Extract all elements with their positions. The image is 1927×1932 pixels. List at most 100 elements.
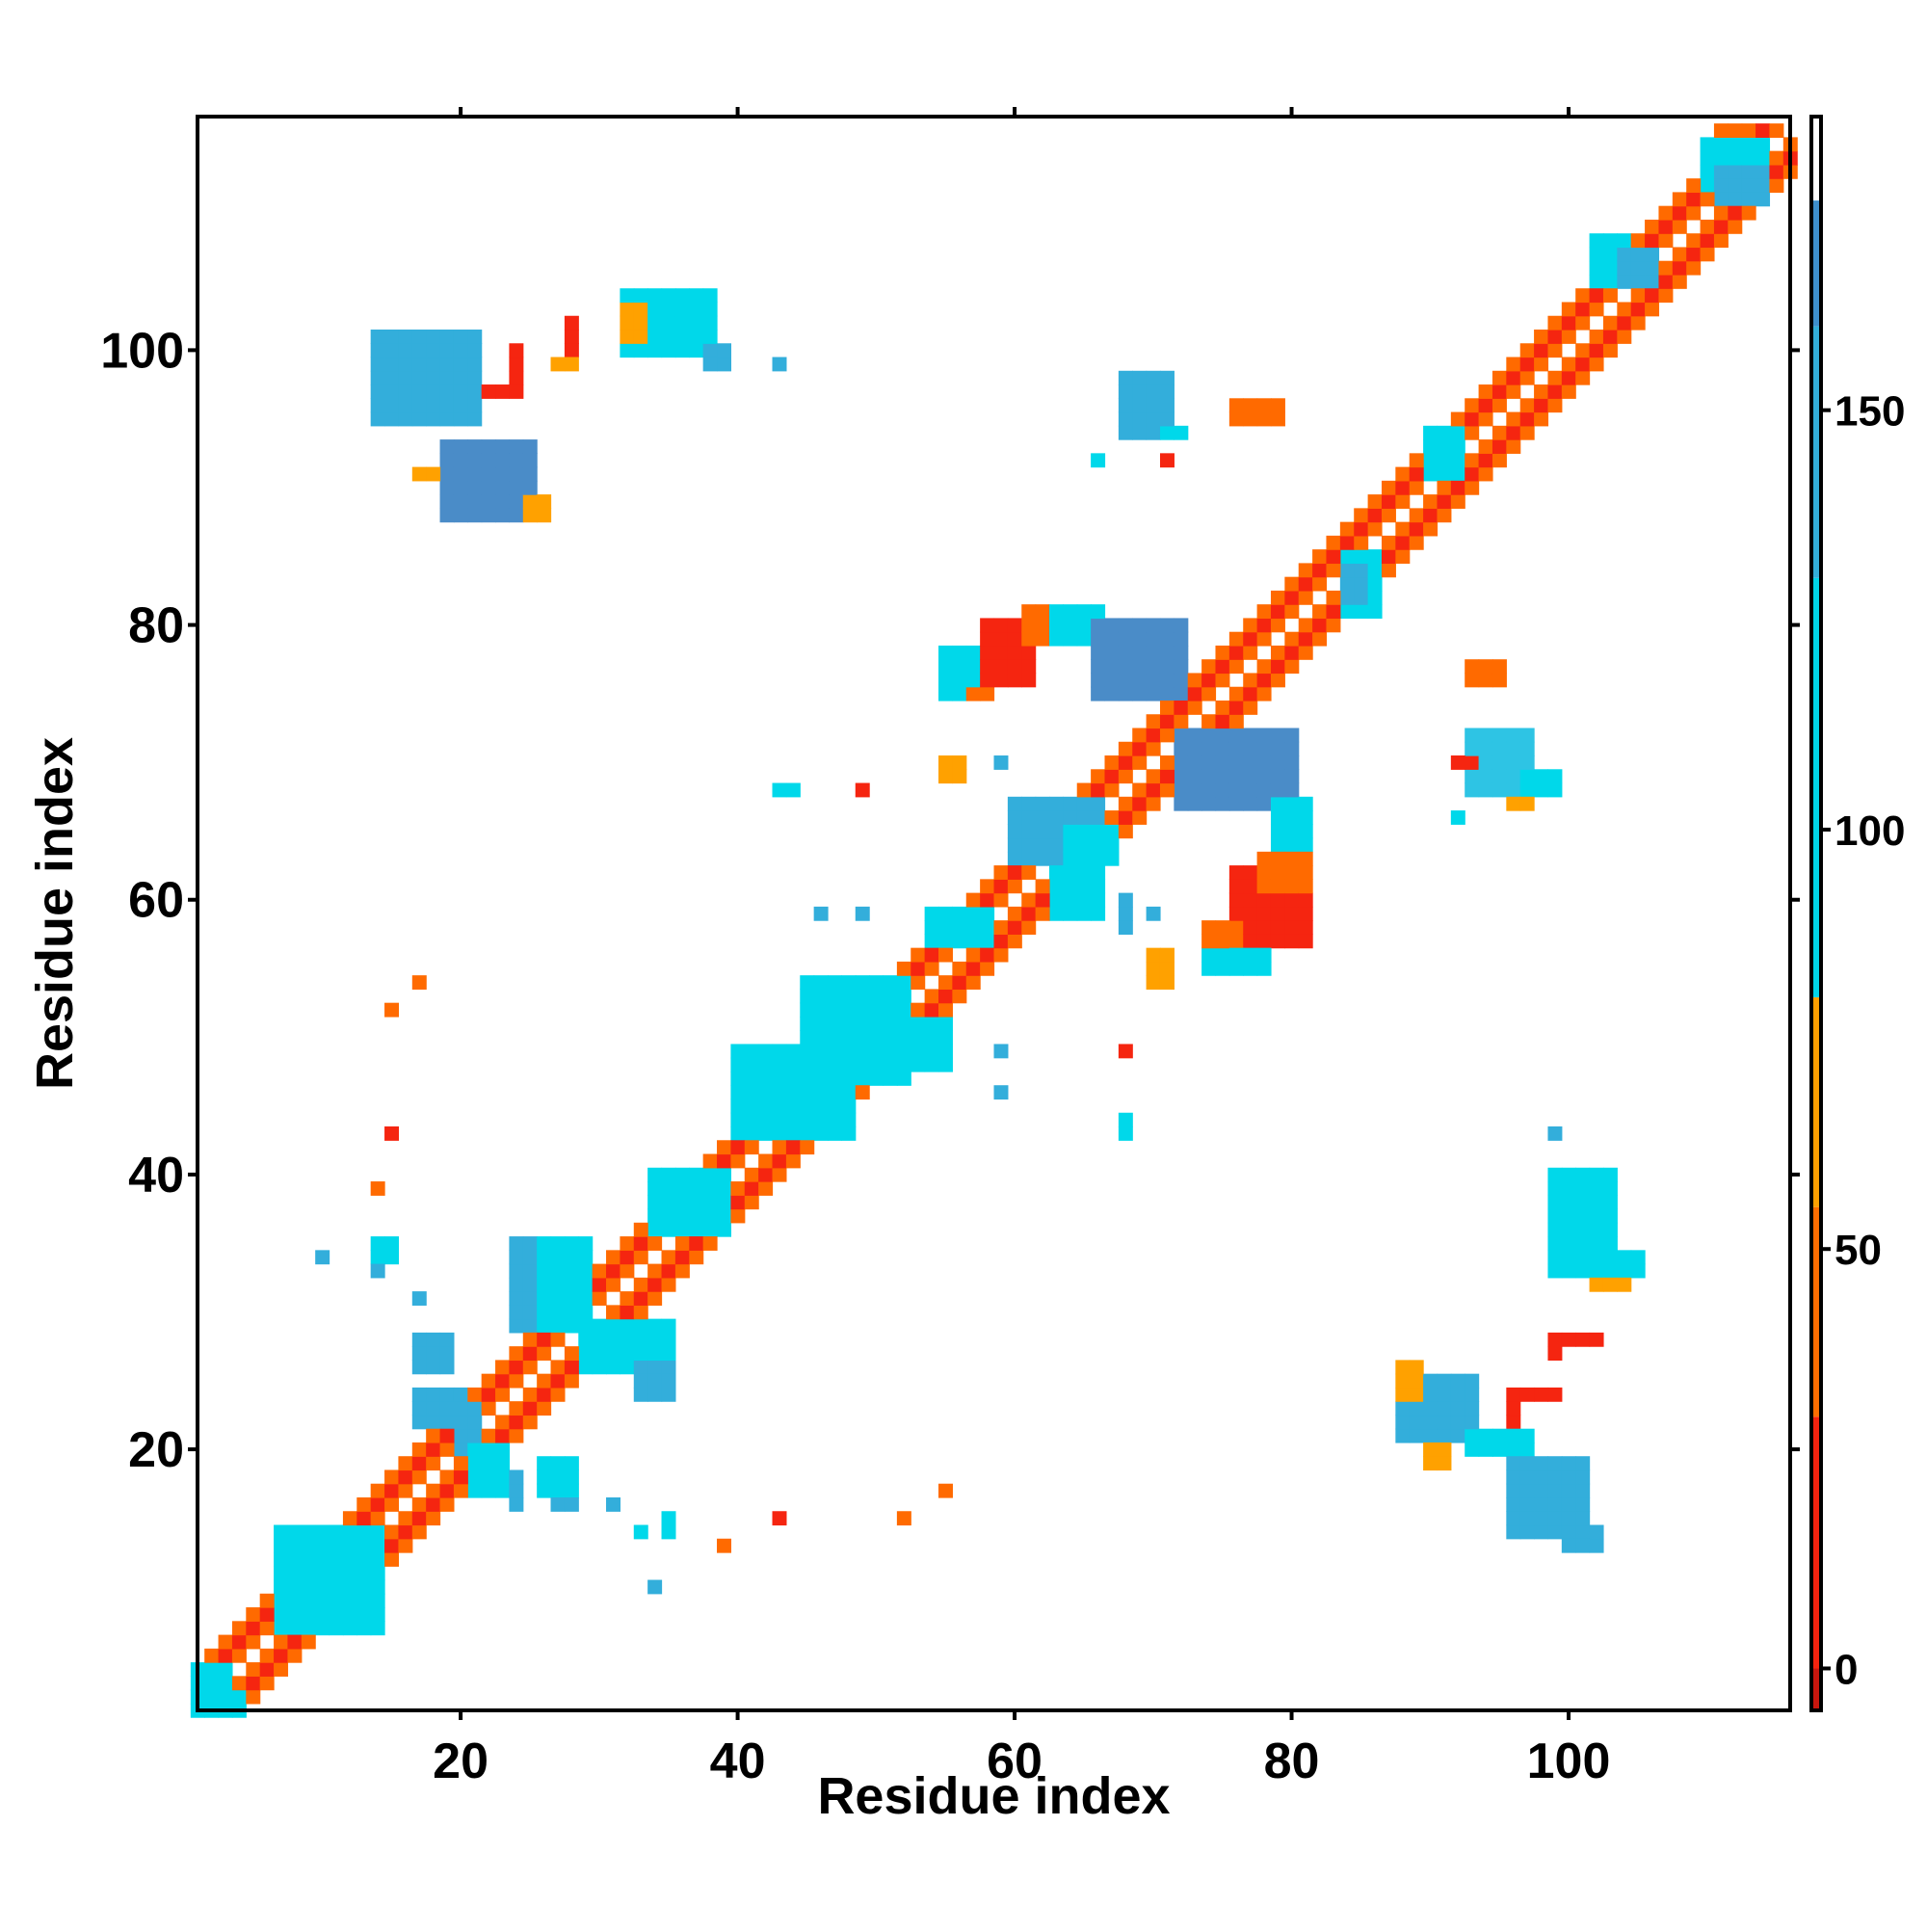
heatmap-cell — [537, 1305, 552, 1320]
heatmap-cell — [564, 330, 579, 344]
heatmap-cell — [1132, 645, 1148, 660]
heatmap-cell — [1395, 494, 1411, 509]
heatmap-cell — [702, 330, 718, 344]
heatmap-cell — [633, 330, 648, 344]
heatmap-cell — [1118, 892, 1133, 908]
heatmap-cell — [1506, 755, 1521, 770]
heatmap-cell — [1270, 810, 1285, 825]
heatmap-cell — [1395, 1415, 1411, 1430]
heatmap-cell — [356, 1579, 372, 1595]
heatmap-cell — [841, 1112, 857, 1127]
heatmap-cell — [661, 1332, 676, 1347]
heatmap-cell — [883, 1044, 898, 1059]
heatmap-cell — [1091, 782, 1106, 798]
heatmap-cell — [1547, 1126, 1563, 1141]
heatmap-cell — [1076, 810, 1092, 825]
heatmap-cell — [855, 1057, 870, 1072]
heatmap-cell — [1534, 411, 1549, 427]
heatmap-cell — [550, 357, 566, 372]
heatmap-cell — [800, 1071, 815, 1086]
heatmap-cell — [938, 1002, 953, 1018]
heatmap-cell — [1450, 439, 1465, 454]
heatmap-cell — [1755, 123, 1771, 138]
heatmap-cell — [606, 1360, 620, 1375]
heatmap-cell — [952, 975, 967, 991]
heatmap-cell — [522, 1305, 538, 1320]
heatmap-cell — [965, 673, 981, 688]
heatmap-cell — [647, 1222, 663, 1237]
heatmap-cell — [481, 1373, 496, 1389]
heatmap-cell — [993, 673, 1009, 688]
heatmap-cell — [1284, 755, 1300, 770]
heatmap-cell — [537, 508, 552, 523]
heatmap-cell — [633, 1250, 648, 1265]
heatmap-cell — [439, 508, 455, 523]
heatmap-cell — [1575, 288, 1591, 304]
heatmap-cell — [1547, 330, 1563, 344]
heatmap-cell — [1602, 233, 1618, 249]
heatmap-cell — [578, 1263, 594, 1279]
heatmap-cell — [231, 1676, 247, 1691]
heatmap-cell — [439, 370, 455, 385]
heatmap-cell — [411, 370, 427, 385]
heatmap-cell — [674, 1181, 690, 1196]
heatmap-cell — [1755, 192, 1771, 207]
heatmap-cell — [661, 343, 676, 358]
heatmap-cell — [1049, 824, 1064, 839]
heatmap-cell — [1215, 714, 1230, 729]
heatmap-cell — [1049, 906, 1064, 921]
heatmap-cell — [744, 1167, 759, 1182]
heatmap-cell — [1547, 1469, 1563, 1485]
heatmap-cell — [426, 384, 441, 399]
heatmap-cell — [1339, 590, 1355, 605]
heatmap-cell — [1270, 837, 1285, 853]
heatmap-cell — [855, 1002, 870, 1018]
heatmap-cell — [384, 384, 400, 399]
heatmap-cell — [1728, 192, 1743, 207]
heatmap-cell — [1575, 1208, 1591, 1224]
heatmap-cell — [1409, 453, 1424, 468]
y-tick-label: 40 — [128, 1148, 184, 1204]
heatmap-cell — [730, 1153, 746, 1169]
heatmap-cell — [1561, 1263, 1576, 1279]
heatmap-cell — [1243, 741, 1258, 756]
heatmap-cell — [1465, 782, 1480, 798]
heatmap-cell — [1409, 1401, 1424, 1416]
heatmap-cell — [384, 1469, 400, 1485]
heatmap-cell — [1007, 618, 1022, 633]
heatmap-cell — [1201, 782, 1217, 798]
heatmap-cell — [1506, 1496, 1521, 1512]
heatmap-cell — [1270, 824, 1285, 839]
heatmap-cell — [1298, 906, 1313, 921]
heatmap-cell — [1769, 150, 1784, 166]
heatmap-cell — [1534, 1524, 1549, 1540]
heatmap-cell — [1146, 947, 1161, 963]
heatmap-cell — [231, 1689, 247, 1705]
heatmap-cell — [1021, 673, 1037, 688]
heatmap-cell — [993, 865, 1009, 880]
heatmap-cell — [1339, 521, 1355, 537]
heatmap-cell — [1534, 1496, 1549, 1512]
heatmap-cell — [398, 398, 413, 413]
heatmap-cell — [828, 1002, 842, 1018]
heatmap-cell — [1159, 975, 1175, 991]
heatmap-cell — [1007, 851, 1022, 866]
heatmap-cell — [1021, 796, 1037, 811]
heatmap-cell — [661, 1250, 676, 1265]
heatmap-cell — [674, 1250, 690, 1265]
heatmap-cell — [1465, 659, 1480, 675]
heatmap-cell — [896, 1002, 911, 1018]
heatmap-cell — [1409, 521, 1424, 537]
heatmap-cell — [1519, 398, 1535, 413]
heatmap-cell — [411, 343, 427, 358]
heatmap-cell — [883, 1030, 898, 1045]
heatmap-cell — [1215, 947, 1230, 963]
heatmap-cell — [426, 370, 441, 385]
heatmap-cell — [481, 453, 496, 468]
heatmap-cell — [1713, 150, 1729, 166]
heatmap-cell — [1617, 1263, 1632, 1279]
heatmap-cell — [606, 1305, 620, 1320]
heatmap-cell — [453, 357, 468, 372]
heatmap-cell — [1409, 480, 1424, 495]
heatmap-cell — [938, 1030, 953, 1045]
